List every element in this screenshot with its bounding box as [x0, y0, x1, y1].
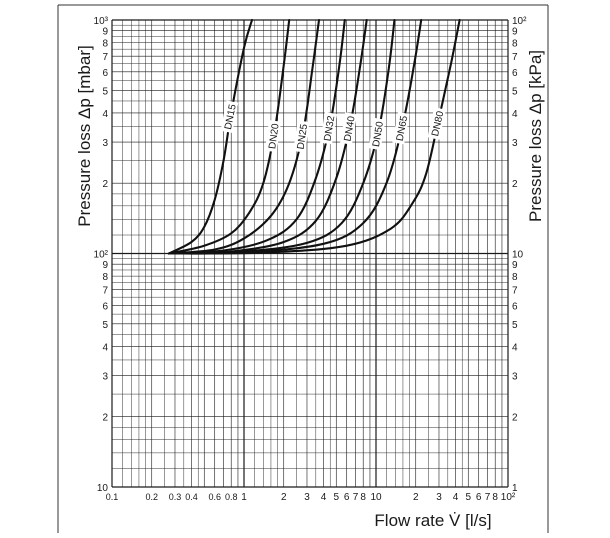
series-label-dn15: DN15: [223, 103, 239, 131]
y-tick-label-left: 10²: [94, 250, 109, 261]
y-tick-label-right: 6: [512, 68, 518, 79]
series-label-dn20: DN20: [267, 122, 281, 149]
y-axis-title-right: Pressure loss Δp [kPa]: [526, 50, 545, 222]
y-tick-label-left: 10³: [94, 16, 109, 27]
y-tick-label-left: 5: [102, 86, 108, 97]
y-tick-label-right: 7: [512, 286, 518, 297]
x-tick-label: 0.1: [106, 492, 119, 502]
x-tick-label: 0.2: [145, 492, 158, 502]
x-tick-label: 6: [476, 492, 482, 503]
x-tick-label: 0.8: [225, 492, 238, 502]
y-tick-label-right: 4: [512, 342, 518, 353]
y-tick-label-left: 10: [97, 483, 109, 494]
x-tick-label: 10: [370, 492, 382, 503]
series-curves: [167, 18, 461, 255]
y-tick-label-left: 7: [102, 52, 108, 63]
x-tick-label: 2: [413, 492, 419, 503]
x-tick-label: 4: [453, 492, 459, 503]
y-tick-label-right: 10²: [512, 16, 527, 27]
y-tick-label-left: 6: [102, 301, 108, 312]
x-tick-label: 10²: [501, 492, 516, 503]
series-label-group: DN20: [264, 120, 282, 153]
y-tick-label-right: 4: [512, 109, 518, 120]
series-label-group: DN25: [293, 120, 311, 153]
series-line-dn32: [167, 18, 346, 255]
y-tick-label-right: 3: [512, 372, 518, 383]
x-tick-label: 6: [344, 492, 350, 503]
series-label-backdrop: [293, 120, 310, 153]
y-tick-label-right: 2: [512, 413, 518, 424]
x-tick-label: 5: [333, 492, 339, 503]
y-tick-label-right: 2: [512, 179, 518, 190]
y-tick-label-left: 3: [102, 138, 108, 149]
series-line-dn20: [167, 18, 291, 255]
y-tick-label-right: 9: [512, 260, 518, 271]
x-tick-label: 2: [281, 492, 287, 503]
x-tick-label: 7: [485, 492, 491, 503]
x-tick-label: 0.4: [185, 492, 198, 502]
y-tick-label-left: 5: [102, 320, 108, 331]
y-tick-label-right: 8: [512, 272, 518, 283]
y-tick-label-left: 8: [102, 272, 108, 283]
x-tick-label: 3: [436, 492, 442, 503]
y-tick-label-right: 7: [512, 52, 518, 63]
y-tick-label-right: 5: [512, 320, 518, 331]
y-tick-label-left: 2: [102, 413, 108, 424]
y-tick-label-left: 4: [102, 109, 108, 120]
series-line-dn25: [167, 18, 321, 255]
series-label-backdrop: [264, 120, 281, 153]
tick-labels: 0.1 0.2 0.3 0.4 0.6 0.8 1 2 3 4 5 6 7 8 10 2 3 4 5 6 7 8 10²10…: [94, 16, 528, 503]
y-tick-label-left: 3: [102, 372, 108, 383]
y-tick-label-right: 1: [512, 483, 518, 494]
series-label-dn80: DN80: [430, 110, 446, 138]
y-tick-label-right: 6: [512, 301, 518, 312]
x-tick-label: 4: [321, 492, 327, 503]
series-label-dn40: DN40: [343, 115, 358, 142]
series-line-dn15: [167, 18, 254, 255]
x-tick-label: 8: [492, 492, 498, 503]
y-tick-label-left: 4: [102, 342, 108, 353]
series-labels: DN15 DN20 DN25 DN32 DN40 DN50 DN65 DN80: [220, 100, 446, 153]
x-tick-label: 5: [465, 492, 471, 503]
series-label-group: DN40: [340, 112, 358, 145]
series-label-group: DN32: [320, 112, 338, 145]
y-tick-label-left: 9: [102, 260, 108, 271]
y-tick-label-right: 9: [512, 27, 518, 38]
series-label-dn50: DN50: [371, 120, 386, 147]
x-tick-label: 1: [241, 492, 247, 503]
y-tick-label-right: 5: [512, 86, 518, 97]
series-label-dn25: DN25: [296, 123, 311, 150]
series-line-dn80: [167, 18, 461, 255]
x-tick-label: 7: [353, 492, 359, 503]
x-axis-title: Flow rate V̇ [l/s]: [374, 511, 491, 530]
series-label-backdrop: [392, 111, 410, 145]
y-tick-label-right: 10: [512, 250, 524, 261]
grid-lines: [111, 19, 509, 488]
series-label-backdrop: [368, 117, 386, 151]
series-label-group: DN50: [368, 117, 386, 151]
x-tick-label: 8: [360, 492, 366, 503]
y-tick-label-left: 7: [102, 286, 108, 297]
series-label-dn32: DN32: [323, 115, 338, 142]
series-label-dn65: DN65: [395, 114, 411, 142]
y-tick-label-left: 2: [102, 179, 108, 190]
y-tick-label-left: 9: [102, 27, 108, 38]
y-tick-label-left: 8: [102, 39, 108, 50]
y-tick-label-left: 6: [102, 68, 108, 79]
x-tick-label: 0.3: [169, 492, 182, 502]
series-label-backdrop: [220, 100, 239, 134]
y-axis-title-left: Pressure loss Δp [mbar]: [75, 45, 94, 226]
series-label-backdrop: [320, 112, 337, 145]
x-tick-label: 0.6: [208, 492, 221, 502]
y-tick-label-right: 3: [512, 138, 518, 149]
series-label-group: DN65: [392, 111, 411, 145]
series-label-backdrop: [340, 112, 358, 145]
series-label-group: DN80: [427, 107, 446, 140]
y-tick-label-right: 8: [512, 39, 518, 50]
series-label-group: DN15: [220, 100, 239, 134]
series-label-backdrop: [427, 107, 446, 140]
x-tick-label: 3: [304, 492, 310, 503]
